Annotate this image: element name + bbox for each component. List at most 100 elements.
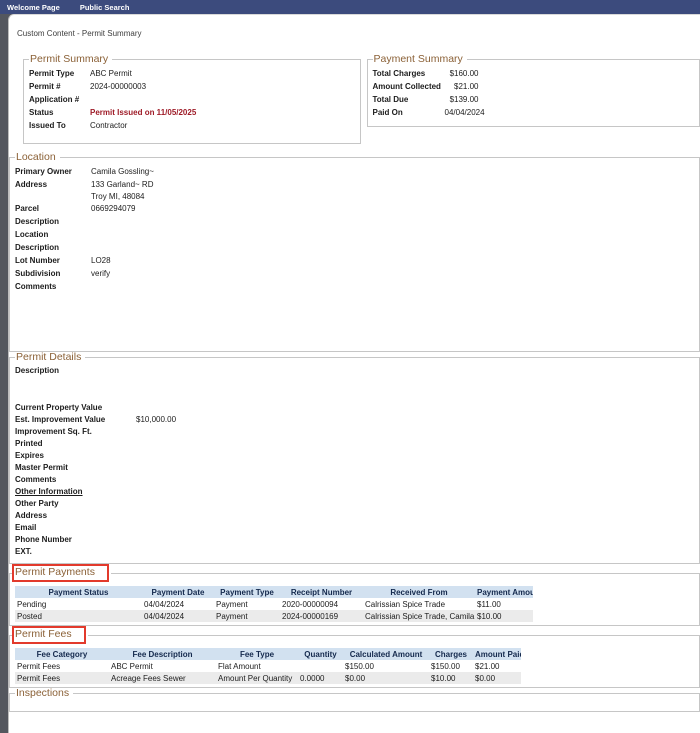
field-row: Total Due $139.00 bbox=[373, 93, 696, 106]
field-row: Paid On 04/04/2024 bbox=[373, 106, 696, 119]
field-row: Address 133 Garland~ RD Troy MI, 48084 bbox=[15, 178, 695, 202]
field-value: LO28 bbox=[91, 256, 111, 265]
field-row: Comments bbox=[15, 280, 695, 293]
field-label: Permit # bbox=[29, 82, 61, 91]
field-row: Est. Improvement Value $10,000.00 bbox=[15, 414, 695, 426]
nav-tab-welcome-page[interactable]: Welcome Page bbox=[7, 2, 60, 12]
field-label: Amount Collected bbox=[372, 82, 441, 91]
field-value: $160.00 bbox=[449, 69, 479, 78]
field-row: Amount Collected $21.00 bbox=[373, 80, 696, 93]
column-header: Fee Type bbox=[216, 648, 298, 660]
field-row: Lot Number LO28 bbox=[15, 254, 695, 267]
page-title: Custom Content - Permit Summary bbox=[17, 29, 142, 38]
field-label: Phone Number bbox=[15, 535, 72, 544]
permit-fees-section: Permit Fees Fee Category Fee Description… bbox=[9, 626, 700, 688]
cell-payment-type: Payment bbox=[214, 610, 280, 622]
cell-charges: $150.00 bbox=[431, 661, 460, 671]
field-row: Primary Owner Camila Gossling~ bbox=[15, 165, 695, 178]
field-row: Permit # 2024-00000003 bbox=[29, 80, 356, 93]
red-annotation-box: Permit Fees bbox=[12, 626, 86, 644]
field-row: Location Description bbox=[15, 228, 695, 254]
column-header: Payment Amount bbox=[475, 586, 533, 598]
cell-calculated-amount: $150.00 bbox=[345, 661, 374, 671]
cell-receipt-number: 2024-00000169 bbox=[280, 610, 363, 622]
field-row: Phone Number bbox=[15, 534, 695, 546]
column-header: Payment Type bbox=[214, 586, 280, 598]
field-value: 04/04/2024 bbox=[444, 108, 485, 117]
cell-payment-date: 04/04/2024 bbox=[144, 599, 185, 609]
field-row: Current Property Value bbox=[15, 402, 695, 414]
cell-payment-type: Payment bbox=[216, 599, 248, 609]
field-label: Comments bbox=[15, 282, 57, 291]
field-label: Location Description bbox=[15, 230, 60, 252]
field-value: 0669294079 bbox=[91, 204, 136, 213]
field-row: Improvement Sq. Ft. bbox=[15, 426, 695, 438]
cell-amount-paid: $0.00 bbox=[473, 672, 521, 684]
field-label: Status bbox=[29, 108, 54, 117]
field-row: Comments bbox=[15, 474, 695, 486]
field-label: Email bbox=[15, 523, 37, 532]
field-row: Other Information bbox=[15, 486, 695, 498]
field-row: Expires bbox=[15, 450, 695, 462]
address-value: 133 Garland~ RD Troy MI, 48084 bbox=[91, 178, 153, 202]
cell-fee-category: Permit Fees bbox=[15, 672, 109, 684]
nav-tab-public-search[interactable]: Public Search bbox=[79, 2, 130, 12]
field-label: EXT. bbox=[15, 547, 32, 556]
table-header-row: Fee Category Fee Description Fee Type Qu… bbox=[15, 648, 521, 660]
field-label: Improvement Sq. Ft. bbox=[15, 427, 92, 436]
field-label: Parcel bbox=[15, 204, 40, 213]
description-blank-space bbox=[15, 377, 695, 402]
table-row: Pending 04/04/2024 Payment 2020-00000094… bbox=[15, 598, 533, 610]
summary-row: Permit Summary Permit Type ABC Permit Per… bbox=[23, 54, 700, 144]
field-row: Status Permit Issued on 11/05/2025 bbox=[29, 106, 356, 119]
location-section: Location Primary Owner Camila Gossling~ A… bbox=[9, 152, 700, 352]
address-line-2: Troy MI, 48084 bbox=[91, 192, 145, 201]
field-label: Description bbox=[15, 217, 60, 226]
cell-received-from: Calrissian Spice Trade bbox=[365, 599, 446, 609]
field-row: Subdivision verify bbox=[15, 267, 695, 280]
field-value: ABC Permit bbox=[90, 69, 132, 78]
field-label: Subdivision bbox=[15, 269, 61, 278]
cell-received-from: Calrissian Spice Trade, Camila bbox=[363, 610, 475, 622]
field-label: Address bbox=[15, 180, 48, 189]
table-row: Permit Fees Acreage Fees Sewer Amount Pe… bbox=[15, 672, 521, 684]
field-row: Application # bbox=[29, 93, 356, 106]
permit-summary-legend: Permit Summary bbox=[30, 53, 109, 65]
other-information-link[interactable]: Other Information bbox=[15, 487, 83, 496]
column-header: Amount Paid bbox=[473, 648, 521, 660]
cell-amount-paid: $21.00 bbox=[475, 661, 500, 671]
field-value: Camila Gossling~ bbox=[91, 167, 154, 176]
table-row: Posted 04/04/2024 Payment 2024-00000169 … bbox=[15, 610, 533, 622]
field-label: Expires bbox=[15, 451, 44, 460]
column-header: Payment Status bbox=[15, 586, 142, 598]
permit-fees-legend: Permit Fees bbox=[12, 626, 88, 644]
cell-payment-amount: $11.00 bbox=[477, 599, 501, 609]
top-nav: Welcome Page Public Search bbox=[0, 0, 700, 14]
cell-fee-type: Amount Per Quantity bbox=[216, 672, 298, 684]
red-annotation-box: Permit Payments bbox=[12, 564, 109, 582]
field-label: Total Charges bbox=[372, 69, 426, 78]
field-row: Address bbox=[15, 510, 695, 522]
field-label: Total Due bbox=[372, 95, 409, 104]
field-row: Issued To Contractor bbox=[29, 119, 356, 132]
cell-charges: $10.00 bbox=[429, 672, 473, 684]
field-label: Current Property Value bbox=[15, 403, 103, 412]
payment-summary-section: Payment Summary Total Charges $160.00 Amo… bbox=[366, 54, 700, 127]
field-row: EXT. bbox=[15, 546, 695, 558]
column-header: Fee Category bbox=[15, 648, 109, 660]
content-panel: Custom Content - Permit Summary Permit S… bbox=[8, 14, 700, 733]
field-value: $21.00 bbox=[454, 82, 479, 91]
field-row: Total Charges $160.00 bbox=[373, 67, 696, 80]
address-line-1: 133 Garland~ RD bbox=[91, 180, 154, 189]
field-row: Description bbox=[15, 215, 695, 228]
table-row: Permit Fees ABC Permit Flat Amount $150.… bbox=[15, 660, 521, 672]
permit-details-section: Permit Details Description Current Prope… bbox=[9, 352, 700, 564]
permit-fees-table: Fee Category Fee Description Fee Type Qu… bbox=[15, 648, 521, 684]
cell-payment-status: Pending bbox=[17, 599, 47, 609]
permit-payments-table: Payment Status Payment Date Payment Type… bbox=[15, 586, 533, 622]
field-value: verify bbox=[91, 269, 111, 278]
column-header: Payment Date bbox=[142, 586, 214, 598]
location-legend: Location bbox=[16, 151, 56, 163]
field-label: Permit Type bbox=[29, 69, 75, 78]
field-label: Issued To bbox=[29, 121, 66, 130]
